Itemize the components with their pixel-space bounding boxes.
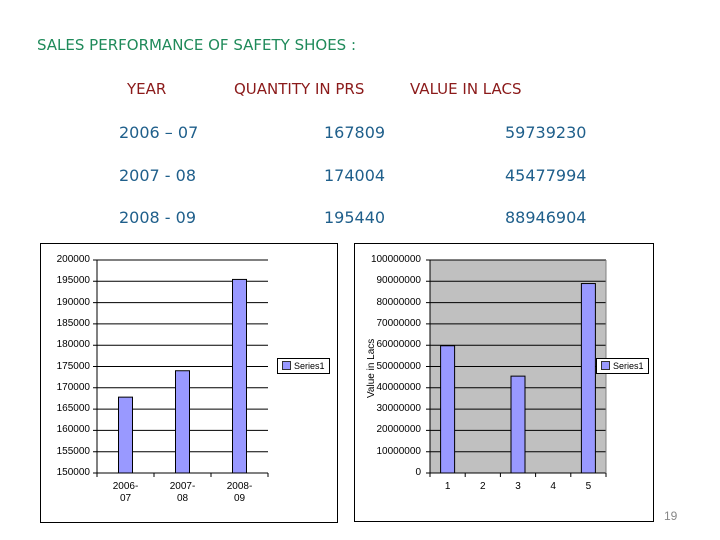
y-tick-label: 165000 xyxy=(56,403,90,415)
row-1-quantity: 167809 xyxy=(324,123,386,142)
y-tick-label: 30000000 xyxy=(376,403,422,415)
y-tick-label: 180000 xyxy=(56,339,90,351)
y-tick-label: 10000000 xyxy=(376,445,422,457)
legend-label: Series1 xyxy=(613,361,644,371)
value-chart-ylabel: Value in Lacs xyxy=(366,338,377,398)
page-title: SALES PERFORMANCE OF SAFETY SHOES : xyxy=(37,36,357,54)
y-tick-label: 160000 xyxy=(56,424,90,436)
header-value: VALUE IN LACS xyxy=(410,80,522,98)
row-3-value: 88946904 xyxy=(505,208,587,227)
row-3-quantity: 195440 xyxy=(324,208,386,227)
x-tick-label: 2007- 08 xyxy=(169,481,196,504)
y-tick-label: 80000000 xyxy=(376,296,422,308)
quantity-chart-legend: Series1 xyxy=(277,358,330,374)
y-tick-label: 0 xyxy=(415,467,421,478)
x-tick-label: 2006- 07 xyxy=(112,481,139,504)
y-tick-label: 185000 xyxy=(56,317,90,329)
y-tick-label: 100000000 xyxy=(370,254,421,265)
value-chart-legend: Series1 xyxy=(596,358,649,374)
x-tick-label: 4 xyxy=(550,481,556,492)
x-tick-label: 3 xyxy=(515,481,521,492)
y-tick-label: 150000 xyxy=(56,467,90,478)
row-3-year: 2008 - 09 xyxy=(119,208,197,227)
y-tick-label: 175000 xyxy=(56,360,90,372)
y-tick-label: 155000 xyxy=(56,445,90,457)
y-tick-label: 170000 xyxy=(56,381,90,393)
y-tick-label: 40000000 xyxy=(376,381,422,393)
header-quantity: QUANTITY IN PRS xyxy=(234,80,365,98)
row-2-year: 2007 - 08 xyxy=(119,166,197,185)
y-tick-label: 70000000 xyxy=(376,317,422,329)
row-1-value: 59739230 xyxy=(505,123,587,142)
y-tick-label: 90000000 xyxy=(376,275,422,287)
row-2-value: 45477994 xyxy=(505,166,587,185)
x-tick-label: 5 xyxy=(585,481,592,492)
page-number: 19 xyxy=(664,509,678,523)
legend-label: Series1 xyxy=(294,361,325,371)
y-tick-label: 60000000 xyxy=(376,339,422,351)
x-tick-label: 2008- 09 xyxy=(226,481,253,504)
y-tick-label: 50000000 xyxy=(376,360,422,372)
y-tick-label: 200000 xyxy=(56,254,90,265)
row-1-year: 2006 – 07 xyxy=(119,123,199,142)
row-2-quantity: 174004 xyxy=(324,166,386,185)
x-tick-label: 1 xyxy=(444,481,451,492)
header-year: YEAR xyxy=(127,80,167,98)
y-tick-label: 190000 xyxy=(56,296,90,308)
x-tick-label: 2 xyxy=(480,481,486,492)
y-tick-label: 195000 xyxy=(56,275,90,287)
y-tick-label: 20000000 xyxy=(376,424,422,436)
legend-swatch-icon xyxy=(601,361,610,370)
legend-swatch-icon xyxy=(282,361,291,370)
